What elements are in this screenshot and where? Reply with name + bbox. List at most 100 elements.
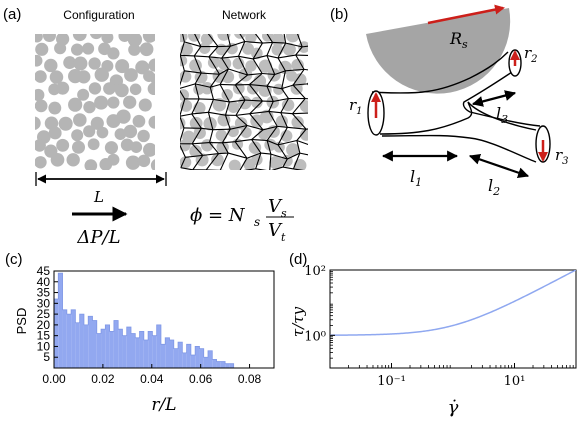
histogram-bar [186, 344, 191, 368]
grain [293, 159, 307, 170]
histogram-bar [92, 320, 97, 368]
network-edge [193, 55, 202, 74]
particle [83, 100, 96, 114]
network-edge [248, 84, 263, 102]
network-edge [191, 98, 200, 115]
particle [71, 43, 84, 56]
network-edge [180, 55, 185, 71]
particle [116, 109, 131, 124]
grain [242, 42, 255, 55]
particle [35, 99, 48, 113]
particle [77, 88, 90, 101]
network-edge [237, 56, 249, 76]
network-edge [180, 83, 196, 89]
network-edge [180, 127, 185, 143]
network-edge [292, 84, 306, 99]
network-edge [262, 125, 278, 131]
x-tick-label: 0.06 [189, 372, 213, 386]
histogram-bar [178, 342, 183, 368]
histogram-bar [190, 355, 196, 368]
network-edge [180, 70, 185, 87]
radius-label-1: r1 [349, 96, 363, 117]
network-edge [228, 152, 248, 159]
histogram-bar [96, 333, 102, 368]
throat-bottom-edge [469, 137, 537, 163]
x-tick-label: 10¹ [504, 374, 526, 389]
network-edge [302, 45, 308, 48]
grain [273, 83, 285, 95]
y-tick-label: 10² [304, 264, 326, 279]
phi-lhs: ϕ = N [190, 205, 246, 226]
length-label-2: l2 [488, 176, 500, 198]
histogram-bar [225, 363, 230, 368]
histogram-bar [126, 327, 131, 368]
grain [286, 143, 300, 157]
network-edge [191, 111, 209, 115]
histogram-outline [53, 272, 235, 368]
phi-denominator-sub: t [281, 231, 286, 244]
network-edge [311, 156, 316, 171]
network-edge [237, 29, 253, 30]
histogram-bar [83, 324, 89, 368]
particle [35, 42, 49, 56]
network-edge [230, 40, 246, 47]
flow-curve-x-label: γ̇ [448, 397, 459, 418]
network-edge [293, 83, 308, 86]
network-edge [253, 29, 264, 30]
panel-a: (a) Configuration Network L ΔP/L ϕ = N s… [3, 6, 320, 248]
network-edge [296, 29, 311, 30]
network-edge [305, 97, 308, 100]
grain [258, 59, 273, 73]
network-edge [312, 113, 320, 128]
network-edge [255, 168, 267, 170]
network-edge [220, 169, 225, 170]
configuration-title: Configuration [63, 8, 134, 22]
network-edge [194, 34, 202, 47]
network-edge [281, 88, 289, 99]
particle [143, 142, 155, 157]
network-edge [221, 45, 231, 59]
particle [35, 156, 47, 169]
network-edge [299, 152, 308, 156]
grain [271, 43, 284, 56]
network-edge [272, 41, 286, 44]
histogram-bar [131, 333, 136, 368]
network-edge [292, 98, 306, 115]
network-edge [182, 31, 193, 32]
grain [180, 34, 188, 43]
network-edge [280, 112, 288, 128]
network-title: Network [222, 8, 267, 22]
network-edge [237, 41, 246, 57]
grain [180, 99, 193, 112]
grain [291, 116, 304, 129]
network-edge [277, 54, 296, 59]
grain-radius-arrow [427, 4, 505, 25]
grain [269, 155, 283, 170]
network-edge [194, 83, 200, 100]
length-arrow-3 [471, 90, 517, 107]
network-edge [182, 34, 185, 42]
histogram-bar [54, 299, 59, 368]
particle [124, 68, 138, 82]
flow-curve-ticks: 10⁻¹ 10¹ 10⁰ 10² [304, 264, 574, 389]
y-tick-label: 45 [37, 264, 51, 278]
network-edge [277, 139, 297, 146]
grain [198, 42, 211, 54]
network-edge [234, 84, 246, 101]
particle [148, 58, 155, 72]
network-edge [266, 55, 279, 59]
grain [221, 70, 235, 84]
y-tick-label: 5 [43, 350, 50, 364]
network-edge [266, 42, 273, 56]
particle [107, 96, 120, 109]
particle [42, 34, 56, 43]
histogram-bar [71, 309, 76, 368]
particle [54, 42, 67, 55]
y-tick-label: 20 [37, 318, 51, 332]
particle [130, 141, 143, 153]
network-edge [287, 152, 301, 160]
grain [195, 153, 209, 167]
particle [71, 129, 84, 142]
particle [150, 159, 155, 170]
network-edge [292, 113, 307, 130]
